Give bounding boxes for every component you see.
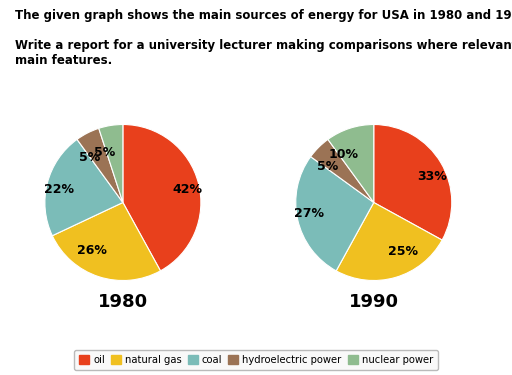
Wedge shape bbox=[311, 140, 374, 202]
Text: 5%: 5% bbox=[316, 160, 338, 173]
Wedge shape bbox=[374, 124, 452, 240]
Text: 22%: 22% bbox=[44, 183, 74, 196]
Text: 33%: 33% bbox=[417, 170, 447, 183]
Text: 1990: 1990 bbox=[349, 293, 399, 311]
Text: 10%: 10% bbox=[328, 148, 358, 161]
Wedge shape bbox=[45, 140, 123, 236]
Text: 1980: 1980 bbox=[98, 293, 148, 311]
Wedge shape bbox=[296, 157, 374, 271]
Text: 26%: 26% bbox=[77, 244, 107, 257]
Wedge shape bbox=[336, 202, 442, 280]
Wedge shape bbox=[123, 124, 201, 271]
Wedge shape bbox=[77, 128, 123, 202]
Wedge shape bbox=[328, 124, 374, 202]
Text: 42%: 42% bbox=[172, 183, 202, 196]
Text: 5%: 5% bbox=[94, 146, 115, 159]
Text: 27%: 27% bbox=[294, 207, 324, 220]
Text: The given graph shows the main sources of energy for USA in 1980 and 1990.: The given graph shows the main sources o… bbox=[15, 9, 512, 22]
Wedge shape bbox=[52, 202, 160, 280]
Wedge shape bbox=[99, 124, 123, 202]
Text: 25%: 25% bbox=[388, 244, 418, 258]
Legend: oil, natural gas, coal, hydroelectric power, nuclear power: oil, natural gas, coal, hydroelectric po… bbox=[74, 350, 438, 370]
Text: 5%: 5% bbox=[79, 151, 100, 164]
Text: Write a report for a university lecturer making comparisons where relevant and r: Write a report for a university lecturer… bbox=[15, 39, 512, 68]
